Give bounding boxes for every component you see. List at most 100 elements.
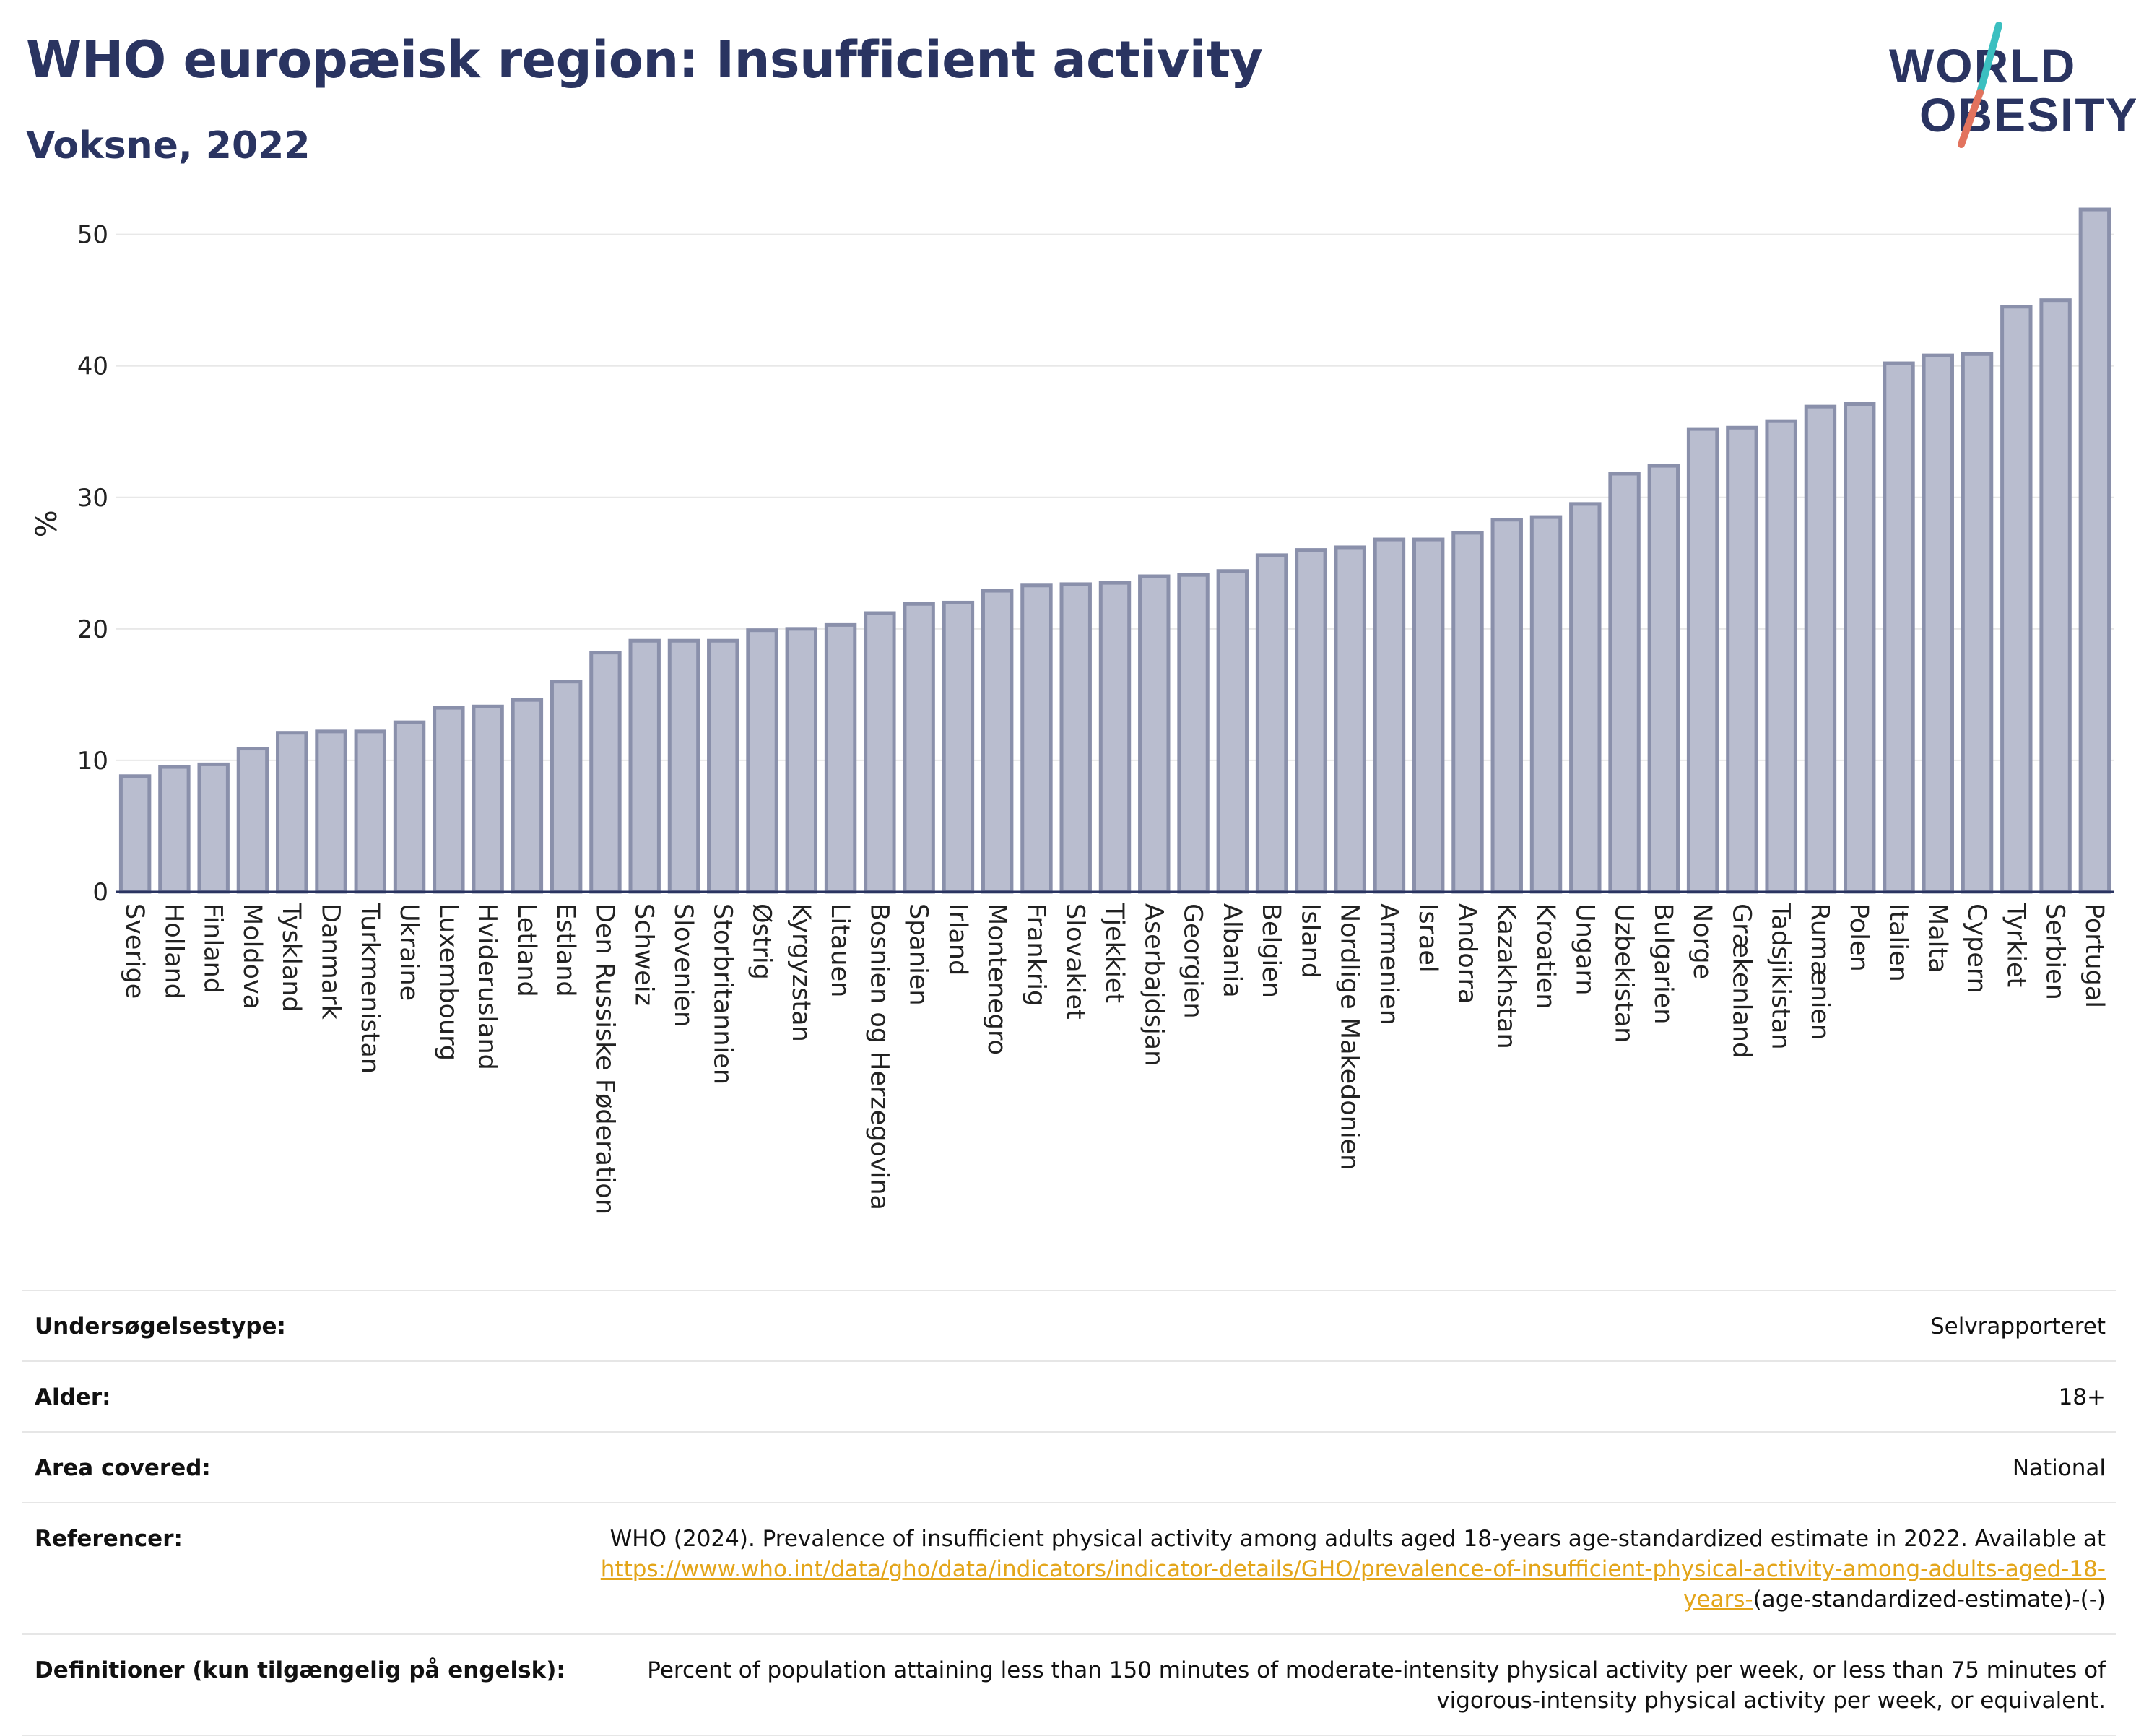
- info-row-age: Alder: 18+: [22, 1362, 2116, 1433]
- bar: [393, 720, 426, 894]
- x-tick-label: Montenegro: [982, 903, 1011, 1055]
- y-tick-label: 20: [77, 615, 108, 644]
- info-row-survey: Undersøgelsestype: Selvrapporteret: [22, 1291, 2116, 1362]
- bar: [628, 638, 661, 894]
- definitions-label: Definitioner (kun tilgængelig på engelsk…: [35, 1657, 565, 1683]
- x-tick-label: Andorra: [1452, 903, 1481, 1004]
- x-tick-label: Ungarn: [1570, 903, 1599, 995]
- x-tick-label: Turkmenistan: [355, 903, 384, 1074]
- x-tick-label: Tadsjikistan: [1766, 903, 1795, 1050]
- x-tick-label: Portugal: [2080, 903, 2109, 1008]
- x-tick-label: Polen: [1844, 903, 1873, 972]
- chart-subtitle: Voksne, 2022: [26, 124, 311, 168]
- bar: [118, 774, 152, 894]
- x-tick-label: Slovenien: [669, 903, 698, 1027]
- bar: [667, 638, 700, 894]
- x-tick-label: Aserbajdsjan: [1139, 903, 1168, 1066]
- x-tick-label: Italien: [1883, 903, 1912, 982]
- bar-chart: 0 10 20 30 40 50 % Sverige Holland Finland Moldo…: [30, 207, 2114, 1215]
- bar: [158, 765, 191, 894]
- bar: [1451, 531, 1484, 894]
- area-value: National: [2012, 1455, 2106, 1481]
- x-tick-label: Storbritannien: [708, 903, 737, 1085]
- x-tick-label: Uzbekistan: [1610, 903, 1638, 1043]
- reference-text: WHO (2024). Prevalence of insufficient p…: [609, 1526, 2106, 1552]
- bar: [1177, 573, 1210, 894]
- bar: [1569, 502, 1602, 894]
- survey-value: Selvrapporteret: [1929, 1314, 2106, 1340]
- bar: [1098, 581, 1132, 894]
- x-tick-label: Belgien: [1256, 903, 1285, 998]
- bar: [942, 600, 975, 894]
- logo-slash-icon: [1958, 22, 2002, 148]
- age-label: Alder:: [35, 1384, 111, 1410]
- x-tick-label: Holland: [159, 903, 188, 999]
- x-tick-label: Grækenland: [1727, 903, 1755, 1058]
- y-axis-label: %: [30, 510, 64, 537]
- x-tick-label: Tyrkiet: [2001, 903, 2030, 987]
- x-tick-label: Tjekkiet: [1100, 903, 1129, 1003]
- y-tick-label: 30: [77, 484, 108, 513]
- x-tick-label: Ukraine: [394, 903, 423, 1001]
- x-tick-label: Schweiz: [630, 903, 659, 1006]
- bar: [276, 731, 308, 894]
- bar: [1216, 569, 1249, 894]
- reference-suffix: (age-standardized-estimate)-(-): [1753, 1587, 2106, 1613]
- bar: [550, 680, 583, 894]
- bar: [903, 602, 935, 894]
- bar: [981, 589, 1014, 894]
- bar: [746, 628, 778, 894]
- x-tick-label: Tyskland: [277, 903, 305, 1012]
- info-table: Undersøgelsestype: Selvrapporteret Alder…: [22, 1290, 2116, 1736]
- x-tick-label: Danmark: [316, 903, 345, 1020]
- x-tick-label: Den Russiske Føderation: [590, 903, 619, 1215]
- x-tick-label: Spanien: [904, 903, 933, 1006]
- bar: [1490, 518, 1523, 894]
- chart-bars: [118, 207, 2111, 894]
- bar: [315, 729, 347, 894]
- area-label: Area covered:: [35, 1455, 211, 1481]
- x-tick-label: Cypern: [1962, 903, 1991, 994]
- bar: [1412, 537, 1445, 894]
- reference-link[interactable]: https://www.who.int/data/gho/data/indica…: [600, 1556, 2106, 1613]
- x-tick-label: Island: [1295, 903, 1324, 978]
- bar: [1529, 515, 1563, 894]
- x-tick-label: Moldova: [238, 903, 266, 1010]
- bar: [1020, 583, 1053, 894]
- bar: [1922, 353, 1954, 894]
- x-tick-label: Georgien: [1178, 903, 1207, 1019]
- x-tick-label: Rumænien: [1805, 903, 1834, 1040]
- bar: [2000, 305, 2033, 894]
- bar: [433, 706, 465, 894]
- x-tick-label: Kyrgyzstan: [786, 903, 815, 1042]
- x-tick-label: Luxembourg: [433, 903, 462, 1061]
- bar: [1295, 548, 1327, 894]
- bar: [1686, 427, 1719, 894]
- x-axis-labels: Sverige Holland Finland Moldova Tyskland Danm…: [120, 903, 2109, 1215]
- info-row-references: Referencer: WHO (2024). Prevalence of in…: [22, 1503, 2116, 1635]
- y-tick-label: 10: [77, 747, 108, 776]
- bar: [1255, 553, 1288, 894]
- x-tick-label: Bosnien og Herzegovina: [864, 903, 893, 1210]
- bar: [785, 627, 818, 894]
- x-tick-label: Sverige: [120, 903, 149, 999]
- x-tick-label: Irland: [943, 903, 972, 976]
- bar: [1608, 472, 1641, 894]
- logo-line2: OBESITY: [1919, 88, 2136, 142]
- bar: [1765, 419, 1797, 894]
- x-tick-label: Letland: [512, 903, 541, 997]
- x-tick-label: Kazakhstan: [1492, 903, 1521, 1049]
- bar: [197, 762, 230, 894]
- references-label: Referencer:: [35, 1526, 183, 1552]
- x-tick-label: Albania: [1217, 903, 1246, 998]
- bar: [589, 651, 622, 894]
- x-tick-label: Frankrig: [1021, 903, 1050, 1006]
- bar: [354, 729, 386, 894]
- bar: [864, 611, 896, 894]
- bar: [1726, 425, 1758, 894]
- x-tick-label: Slovakiet: [1061, 903, 1090, 1020]
- bar: [1138, 574, 1171, 894]
- bar: [472, 704, 504, 894]
- x-tick-label: Bulgarien: [1649, 903, 1677, 1024]
- bar: [511, 698, 544, 894]
